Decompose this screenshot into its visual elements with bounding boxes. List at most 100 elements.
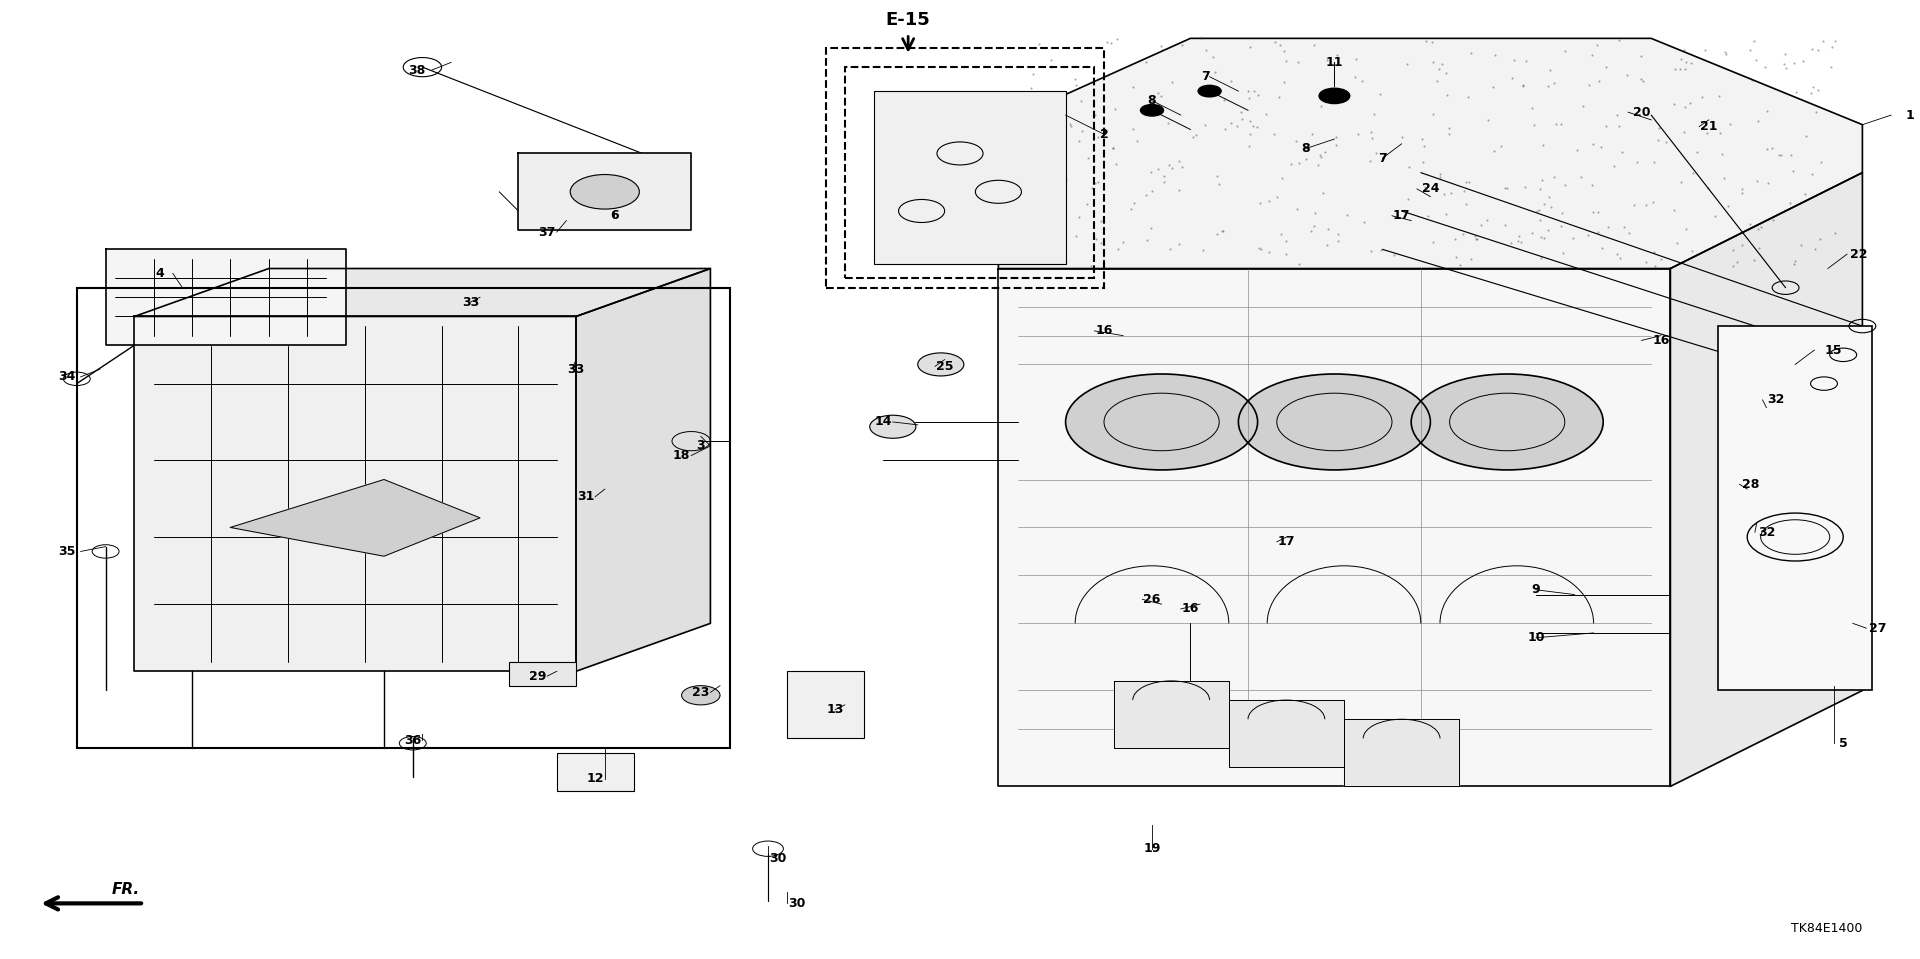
Point xyxy=(1144,89,1175,105)
Point xyxy=(1478,143,1509,158)
Point xyxy=(1311,52,1342,67)
Text: 29: 29 xyxy=(528,669,547,683)
Point xyxy=(1519,117,1549,132)
Point xyxy=(1820,34,1851,49)
Point xyxy=(1611,67,1642,82)
Point xyxy=(1260,34,1290,49)
Point xyxy=(1210,122,1240,137)
Point xyxy=(1077,180,1108,196)
Circle shape xyxy=(1238,374,1430,470)
Text: 30: 30 xyxy=(768,852,787,865)
Polygon shape xyxy=(230,480,480,556)
Point xyxy=(1064,209,1094,224)
Point xyxy=(1064,133,1094,149)
Point xyxy=(1709,171,1740,186)
Point xyxy=(1640,258,1670,273)
Point xyxy=(1359,106,1390,122)
Point xyxy=(1146,42,1177,58)
Text: 22: 22 xyxy=(1849,247,1868,261)
Point xyxy=(1164,182,1194,198)
Point xyxy=(1659,61,1690,77)
Point xyxy=(1745,219,1776,234)
Point xyxy=(1121,134,1152,150)
Point xyxy=(1668,43,1699,58)
Text: 31: 31 xyxy=(576,490,595,503)
Point xyxy=(1238,83,1269,99)
Point xyxy=(1448,183,1478,199)
Point xyxy=(1221,119,1252,134)
Point xyxy=(1592,220,1622,235)
Point xyxy=(1164,153,1194,169)
Point xyxy=(1027,186,1058,201)
Point xyxy=(1740,34,1770,49)
Point xyxy=(1517,225,1548,241)
Point xyxy=(1142,161,1173,176)
Point xyxy=(1267,171,1298,186)
Polygon shape xyxy=(106,249,346,345)
Point xyxy=(1496,71,1526,86)
Point xyxy=(1050,172,1081,187)
Point xyxy=(1081,231,1112,246)
Point xyxy=(1609,219,1640,234)
Point xyxy=(1071,197,1102,212)
Point xyxy=(1715,116,1745,131)
Text: 33: 33 xyxy=(463,295,478,309)
Text: 14: 14 xyxy=(874,415,893,429)
Point xyxy=(1044,141,1075,156)
Point xyxy=(1668,124,1699,139)
Point xyxy=(1626,72,1657,87)
Point xyxy=(1659,202,1690,218)
Point xyxy=(1788,53,1818,68)
Point xyxy=(1202,226,1233,242)
Point xyxy=(1640,244,1670,259)
Point xyxy=(1549,177,1580,193)
Point xyxy=(1434,120,1465,135)
Point xyxy=(1450,175,1480,190)
Polygon shape xyxy=(998,269,1670,786)
Point xyxy=(1425,61,1455,77)
Point xyxy=(1741,52,1772,67)
Point xyxy=(1776,196,1807,211)
Text: 4: 4 xyxy=(156,267,163,280)
Point xyxy=(1356,243,1386,258)
Point xyxy=(1254,194,1284,209)
Point xyxy=(1227,111,1258,127)
Point xyxy=(1676,244,1707,259)
Point xyxy=(1356,153,1386,169)
Point xyxy=(1037,58,1068,74)
Circle shape xyxy=(1140,105,1164,116)
Point xyxy=(1062,78,1092,93)
Point xyxy=(1718,243,1749,258)
Point xyxy=(1686,89,1716,105)
Point xyxy=(1430,65,1461,81)
Polygon shape xyxy=(1114,681,1229,748)
Point xyxy=(1615,225,1645,241)
Text: TK84E1400: TK84E1400 xyxy=(1791,922,1862,935)
Point xyxy=(1584,73,1615,88)
Point xyxy=(1083,129,1114,145)
Point xyxy=(1763,148,1793,163)
Point xyxy=(1091,34,1121,49)
Point xyxy=(1661,235,1692,250)
Point xyxy=(1642,132,1672,148)
Point xyxy=(1148,169,1179,184)
Text: 32: 32 xyxy=(1766,393,1786,407)
Point xyxy=(1546,219,1576,234)
Point xyxy=(1528,137,1559,152)
Point xyxy=(1557,230,1588,246)
Text: 18: 18 xyxy=(672,449,691,462)
Point xyxy=(1586,240,1617,255)
Point xyxy=(1797,80,1828,95)
Point xyxy=(1275,156,1306,172)
Point xyxy=(1722,255,1753,270)
Point xyxy=(1778,256,1809,271)
Point xyxy=(1532,78,1563,93)
Point xyxy=(1321,48,1352,63)
Point xyxy=(1455,252,1486,268)
Text: 17: 17 xyxy=(1392,209,1411,222)
Point xyxy=(1100,156,1131,172)
Point xyxy=(1548,246,1578,261)
Polygon shape xyxy=(1670,173,1862,786)
Point xyxy=(1188,118,1219,133)
Point xyxy=(1753,141,1784,156)
